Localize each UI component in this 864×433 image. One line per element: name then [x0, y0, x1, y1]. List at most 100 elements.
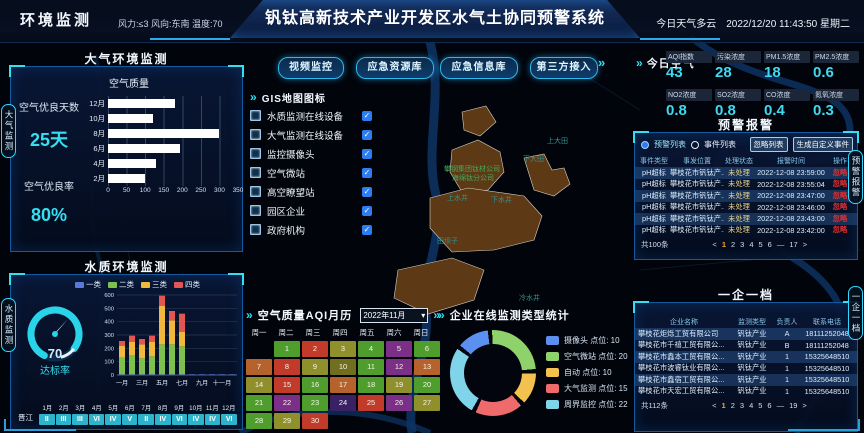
calendar-day[interactable]: 12: [386, 359, 412, 375]
gis-layer-item[interactable]: 空气微站 ✓: [250, 163, 372, 182]
calendar-day[interactable]: 15: [274, 377, 300, 393]
table-cell: 攀枝花炬烁工贸有限公司: [638, 328, 719, 338]
map-button-2[interactable]: 应急信息库: [440, 57, 518, 79]
ignore-action[interactable]: 忽略: [832, 213, 848, 223]
metric-label: 氮氧浓度: [813, 89, 859, 101]
edge-tab-water[interactable]: 水质监测: [1, 298, 16, 352]
page-item[interactable]: 5: [758, 401, 763, 410]
calendar-day[interactable]: 9: [302, 359, 328, 375]
month-label: 9月: [174, 405, 185, 412]
gis-layer-item[interactable]: 高空瞭望站 ✓: [250, 182, 372, 201]
map-button-3[interactable]: 第三方接入: [530, 57, 598, 79]
map-button-1[interactable]: 应急资源库: [356, 57, 434, 79]
calendar-day[interactable]: 29: [274, 413, 300, 429]
calendar-day[interactable]: 16: [302, 377, 328, 393]
gis-layer-item[interactable]: 监控摄像头 ✓: [250, 144, 372, 163]
page-item[interactable]: 19: [789, 401, 798, 410]
table-cell: pH超标: [642, 179, 666, 189]
edge-tab-air[interactable]: 大气监测: [1, 104, 16, 158]
layer-checkbox[interactable]: ✓: [362, 129, 372, 140]
frame-corner: [4, 419, 76, 431]
gis-layer-item[interactable]: 大气监测在线设备 ✓: [250, 125, 372, 144]
ignore-action[interactable]: 忽略: [832, 190, 848, 200]
create-event-button[interactable]: 生成自定义事件: [792, 137, 853, 152]
month-selector[interactable]: 2022年11月 ▾: [360, 307, 429, 323]
calendar-day[interactable]: 17: [330, 377, 356, 393]
edge-tab-alarm[interactable]: 预警报警: [848, 150, 863, 204]
calendar-day[interactable]: 1: [274, 341, 300, 357]
page-item[interactable]: 1: [721, 240, 726, 249]
map-button-0[interactable]: 视频监控: [278, 57, 344, 79]
calendar-day[interactable]: 27: [414, 395, 440, 411]
page-item[interactable]: >: [802, 401, 807, 410]
ignore-action[interactable]: 忽略: [832, 179, 848, 189]
page-item[interactable]: <: [712, 240, 717, 249]
page-item[interactable]: 2: [730, 240, 736, 249]
layer-checkbox[interactable]: ✓: [362, 205, 372, 216]
page-item[interactable]: 1: [721, 401, 726, 410]
page-item[interactable]: <: [712, 401, 717, 410]
calendar-day[interactable]: 13: [414, 359, 440, 375]
calendar-day[interactable]: 3: [330, 341, 356, 357]
page-item[interactable]: 4: [749, 240, 754, 249]
calendar-day[interactable]: 23: [302, 395, 328, 411]
calendar-day[interactable]: 30: [302, 413, 328, 429]
gis-layer-item[interactable]: 园区企业 ✓: [250, 201, 372, 220]
layer-checkbox[interactable]: ✓: [362, 186, 372, 197]
water-chart-legend: 一类 二类 三类 四类: [75, 279, 200, 290]
calendar-day[interactable]: 24: [330, 395, 356, 411]
calendar-day[interactable]: 14: [246, 377, 272, 393]
calendar-day[interactable]: 26: [386, 395, 412, 411]
calendar-day[interactable]: 11: [358, 359, 384, 375]
calendar-day[interactable]: 4: [358, 341, 384, 357]
ignore-action[interactable]: 忽略: [832, 167, 848, 177]
calendar-day[interactable]: 18: [358, 377, 384, 393]
metric-label: 污染浓度: [715, 51, 761, 63]
page-item[interactable]: 6: [767, 401, 772, 410]
calendar-day[interactable]: 6: [414, 341, 440, 357]
list-radio[interactable]: [691, 140, 699, 149]
calendar-day[interactable]: 19: [386, 377, 412, 393]
gis-layer-item[interactable]: 水质监测在线设备 ✓: [250, 106, 372, 125]
calendar-day[interactable]: 20: [414, 377, 440, 393]
page-item[interactable]: 5: [758, 240, 763, 249]
calendar-day[interactable]: 25: [358, 395, 384, 411]
page-item[interactable]: 2: [730, 401, 735, 410]
page-item[interactable]: 4: [749, 401, 754, 410]
double-chevron-icon[interactable]: »: [246, 308, 253, 322]
layer-checkbox[interactable]: ✓: [362, 110, 372, 121]
calendar-day[interactable]: 28: [246, 413, 272, 429]
page-item[interactable]: 3: [740, 240, 745, 249]
calendar-day[interactable]: 5: [386, 341, 412, 357]
page-item[interactable]: 3: [739, 401, 745, 410]
ignore-action[interactable]: 忽略: [832, 202, 848, 212]
page-item[interactable]: 17: [789, 240, 798, 249]
gis-layer-menu: » GIS地图图标 水质监测在线设备 ✓ 大气监测在线设备 ✓ 监控摄像头 ✓ 空气微站 ✓ 高…: [250, 88, 372, 239]
calendar-day[interactable]: 10: [330, 359, 356, 375]
edge-tab-enterprise[interactable]: 一企一档: [848, 286, 863, 340]
ignore-action[interactable]: 忽略: [832, 225, 848, 235]
calendar-day[interactable]: 2: [302, 341, 328, 357]
list-tab-label[interactable]: 预警列表: [654, 140, 686, 149]
list-tab-label[interactable]: 事件列表: [704, 140, 736, 149]
double-chevron-icon[interactable]: »: [598, 55, 606, 70]
layer-checkbox[interactable]: ✓: [362, 148, 372, 159]
svg-text:200: 200: [104, 346, 114, 352]
double-chevron-icon[interactable]: »: [636, 56, 643, 70]
layer-checkbox[interactable]: ✓: [362, 224, 372, 235]
ignore-list-button[interactable]: 忽略列表: [749, 137, 788, 152]
calendar-day[interactable]: 22: [274, 395, 300, 411]
double-chevron-icon[interactable]: »: [250, 90, 257, 104]
table-cell: 攀枝花市钒钛产...: [670, 213, 724, 223]
page-item[interactable]: 6: [767, 240, 772, 249]
layer-checkbox[interactable]: ✓: [362, 167, 372, 178]
legend-item: 一类: [75, 279, 101, 290]
double-chevron-icon[interactable]: »: [438, 308, 445, 322]
list-radio[interactable]: [641, 140, 649, 149]
calendar-day[interactable]: 21: [246, 395, 272, 411]
double-chevron-icon[interactable]: »: [433, 308, 440, 322]
gis-layer-item[interactable]: 政府机构 ✓: [250, 220, 372, 239]
page-item[interactable]: >: [802, 240, 808, 249]
calendar-day[interactable]: 8: [274, 359, 300, 375]
calendar-day[interactable]: 7: [246, 359, 272, 375]
